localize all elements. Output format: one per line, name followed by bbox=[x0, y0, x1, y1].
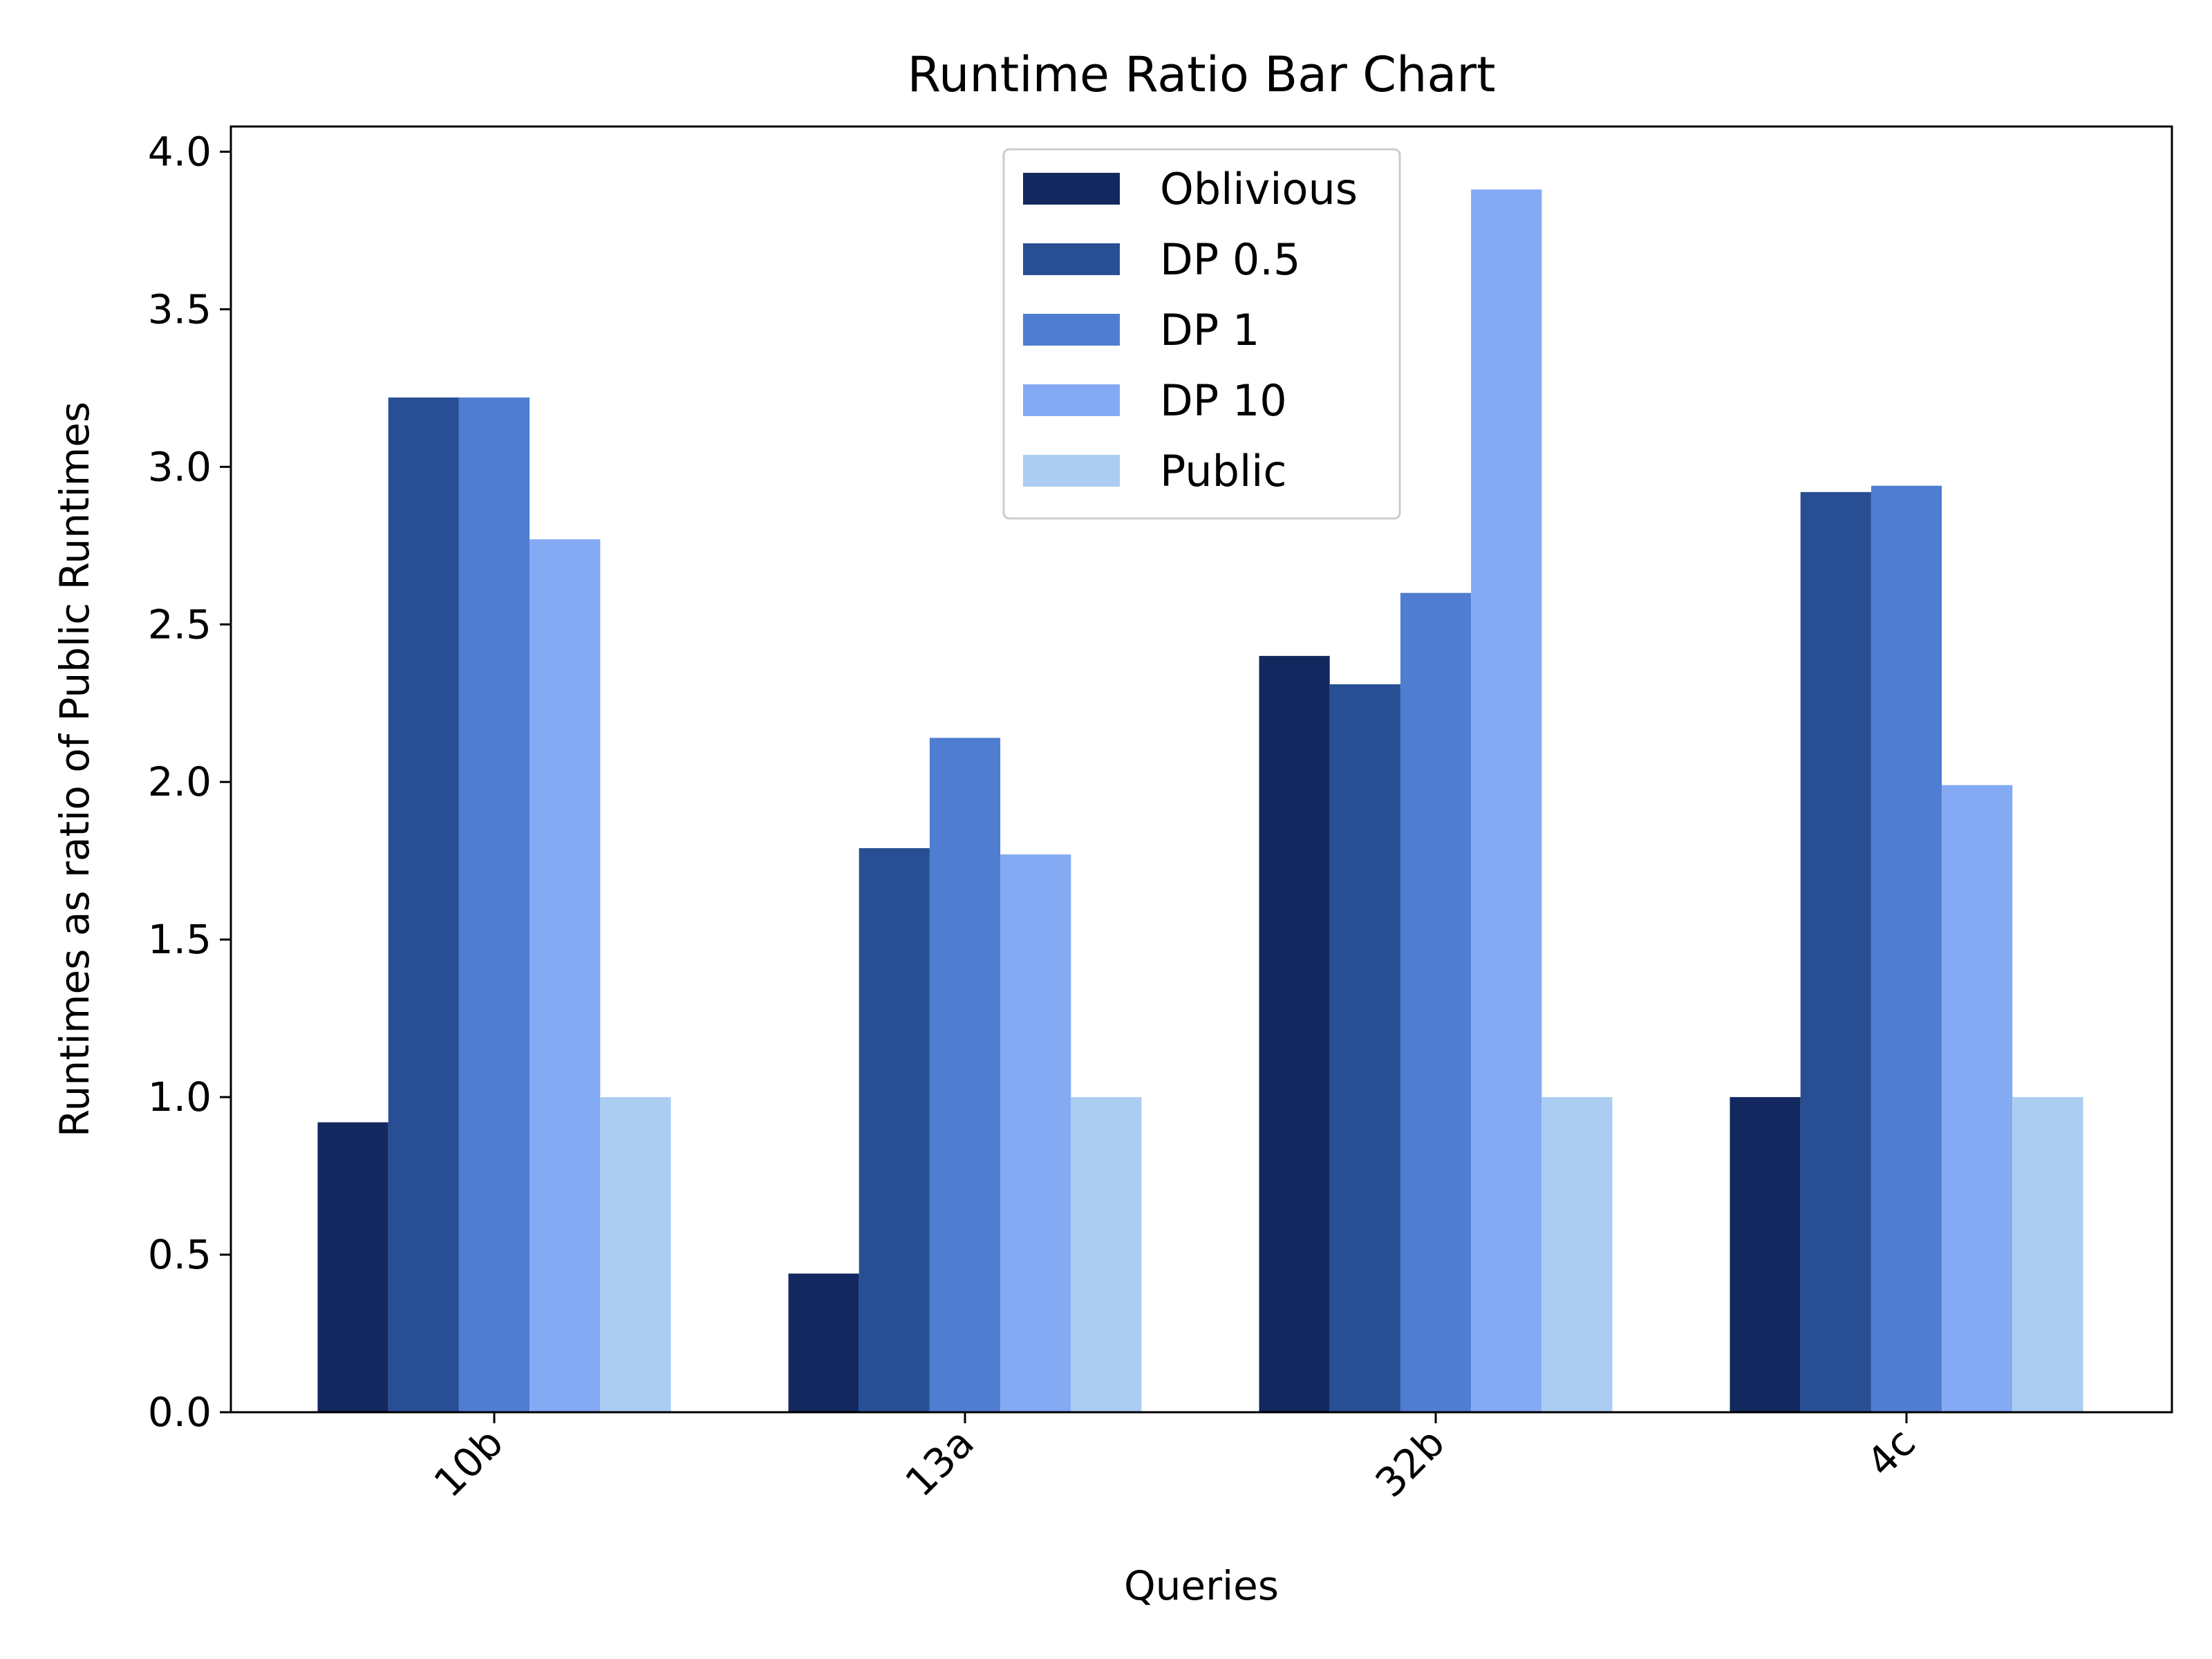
bar-dp-0-5-10b bbox=[388, 397, 459, 1412]
legend-label: Oblivious bbox=[1160, 164, 1358, 214]
legend-swatch bbox=[1023, 173, 1120, 205]
bar-dp-10-32b bbox=[1471, 189, 1542, 1413]
bar-public-32b bbox=[1541, 1097, 1613, 1412]
y-tick-label: 0.5 bbox=[148, 1231, 212, 1278]
bar-public-4c bbox=[2012, 1097, 2083, 1412]
y-tick-label: 2.5 bbox=[148, 601, 212, 648]
legend-swatch bbox=[1023, 384, 1120, 416]
plot-frame bbox=[229, 125, 2173, 1414]
bar-dp-10-10b bbox=[529, 539, 601, 1413]
x-axis-label: Queries bbox=[1124, 1562, 1279, 1609]
bar-oblivious-10b bbox=[317, 1122, 388, 1412]
x-tick-label: 13a bbox=[896, 1419, 982, 1506]
x-tick-label: 10b bbox=[425, 1419, 512, 1506]
bar-dp-1-13a bbox=[929, 738, 1001, 1412]
legend-swatch bbox=[1023, 455, 1120, 487]
legend: Oblivious DP 0.5 DP 1 DP 10 Public bbox=[1002, 148, 1401, 520]
legend-label: Public bbox=[1160, 446, 1287, 496]
x-axis: 10b 13a 32b 4c bbox=[425, 1412, 1924, 1506]
chart-title: Runtime Ratio Bar Chart bbox=[908, 46, 1496, 103]
y-axis-label: Runtimes as ratio of Public Runtimes bbox=[51, 402, 98, 1137]
y-tick-label: 0.0 bbox=[148, 1389, 212, 1436]
bar-public-13a bbox=[1071, 1097, 1142, 1412]
legend-box bbox=[1002, 148, 1401, 520]
bar-oblivious-4c bbox=[1730, 1097, 1801, 1412]
x-tick-label: 32b bbox=[1367, 1419, 1454, 1506]
bar-dp-0-5-32b bbox=[1329, 684, 1400, 1413]
bar-dp-1-10b bbox=[458, 397, 530, 1412]
x-tick-label: 4c bbox=[1857, 1419, 1924, 1486]
legend-label: DP 0.5 bbox=[1160, 234, 1300, 285]
y-axis: 0.0 0.5 1.0 1.5 2.0 2.5 3.0 3.5 4.0 bbox=[148, 128, 231, 1436]
bar-dp-1-32b bbox=[1400, 592, 1472, 1413]
bars-layer bbox=[317, 189, 2083, 1413]
bar-dp-10-4c bbox=[1942, 785, 2013, 1412]
legend-swatch bbox=[1023, 314, 1120, 346]
bar-dp-0-5-13a bbox=[859, 847, 930, 1412]
bar-oblivious-32b bbox=[1259, 655, 1330, 1412]
legend-swatch bbox=[1023, 243, 1120, 275]
legend-label: DP 1 bbox=[1160, 305, 1259, 355]
y-tick-label: 3.0 bbox=[148, 443, 212, 490]
y-tick-label: 2.0 bbox=[148, 758, 212, 805]
y-tick-label: 3.5 bbox=[148, 285, 212, 332]
bar-dp-10-13a bbox=[1000, 854, 1071, 1412]
y-tick-label: 1.5 bbox=[148, 916, 212, 963]
bar-public-10b bbox=[600, 1097, 671, 1412]
y-tick-label: 1.0 bbox=[148, 1074, 212, 1121]
y-tick-label: 4.0 bbox=[148, 128, 212, 175]
bar-oblivious-13a bbox=[788, 1273, 859, 1412]
bar-dp-0-5-4c bbox=[1800, 491, 1871, 1412]
legend-label: DP 10 bbox=[1160, 375, 1287, 426]
bar-dp-1-4c bbox=[1871, 485, 1942, 1413]
